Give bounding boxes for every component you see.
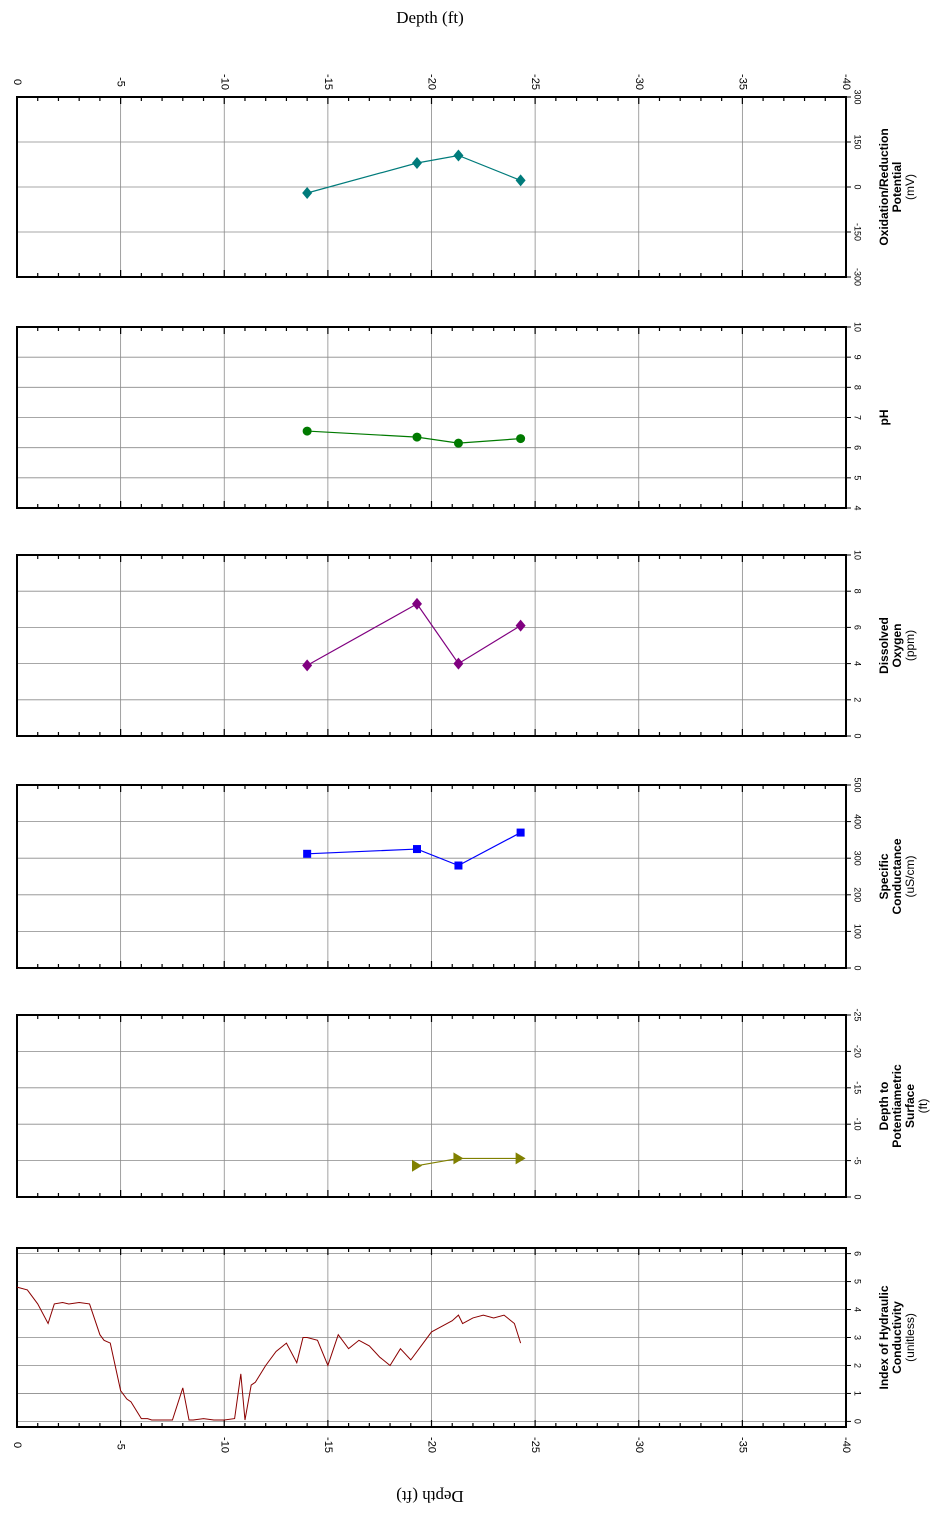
panel-label: (ppm) <box>903 630 917 661</box>
value-tick-label: 4 <box>853 661 863 666</box>
value-tick-label: -25 <box>853 1008 863 1021</box>
value-tick-label: 2 <box>853 697 863 702</box>
data-point <box>453 149 464 162</box>
value-tick-label: 0 <box>853 1419 863 1424</box>
panel-label: pH <box>877 410 891 426</box>
value-tick-label: 0 <box>853 184 863 189</box>
depth-tick-label-top: 0 <box>11 79 23 85</box>
depth-tick-label-top: -40 <box>840 74 852 90</box>
panel-label: Oxidation/Reduction <box>877 128 891 245</box>
value-tick-label: 0 <box>853 733 863 738</box>
value-tick-label: 300 <box>853 851 863 866</box>
panel-label: Oxygen <box>890 623 904 667</box>
panel-label: Specific <box>877 853 891 899</box>
depth-tick-label-bottom: -15 <box>322 1437 334 1453</box>
data-point <box>453 438 463 448</box>
data-point <box>411 597 422 610</box>
value-tick-label: 6 <box>853 625 863 630</box>
depth-tick-label-bottom: 0 <box>11 1442 23 1448</box>
series-line <box>306 603 521 666</box>
data-point <box>411 157 422 169</box>
value-tick-label: 0 <box>853 965 863 970</box>
value-tick-label: 6 <box>853 1251 863 1256</box>
value-tick-label: 500 <box>853 777 863 792</box>
value-tick-label: 1 <box>853 1391 863 1396</box>
value-tick-label: 8 <box>853 589 863 594</box>
depth-axis-title-top: Depth (ft) <box>396 8 464 27</box>
data-point <box>454 861 463 870</box>
value-tick-label: 4 <box>853 1307 863 1312</box>
depth-tick-label-bottom: -5 <box>115 1440 127 1450</box>
value-tick-label: 0 <box>853 1194 863 1199</box>
depth-tick-label-bottom: -20 <box>426 1437 438 1453</box>
panel-label: (unitless) <box>903 1313 917 1362</box>
value-tick-label: 3 <box>853 1335 863 1340</box>
panel-label: (uS/cm) <box>903 855 917 897</box>
value-tick-label: -20 <box>853 1045 863 1058</box>
data-point <box>516 828 525 837</box>
series-line <box>16 1286 522 1421</box>
depth-tick-label-top: -35 <box>736 74 748 90</box>
data-point <box>453 1152 464 1165</box>
panel-label: Surface <box>903 1084 917 1128</box>
value-tick-label: 4 <box>853 505 863 510</box>
depth-tick-label-top: -5 <box>115 77 127 87</box>
value-tick-label: -150 <box>853 223 863 241</box>
depth-tick-label-top: -25 <box>529 74 541 90</box>
panel-label: (mV) <box>903 174 917 200</box>
data-point <box>411 1159 422 1172</box>
value-tick-label: 10 <box>853 322 863 332</box>
series-line <box>306 154 521 194</box>
value-tick-label: 300 <box>853 89 863 104</box>
value-tick-label: 5 <box>853 1279 863 1284</box>
panel-label: Potential <box>890 162 904 213</box>
data-point <box>453 657 464 670</box>
value-tick-label: 2 <box>853 1363 863 1368</box>
panel-label: Conductance <box>890 838 904 914</box>
depth-tick-label-top: -20 <box>426 74 438 90</box>
data-point <box>302 426 312 436</box>
value-tick-label: 9 <box>853 355 863 360</box>
panel-label: Conductivity <box>890 1301 904 1374</box>
depth-tick-label-bottom: -40 <box>840 1437 852 1453</box>
depth-tick-label-bottom: -10 <box>218 1437 230 1453</box>
value-tick-label: 150 <box>853 134 863 149</box>
data-point <box>302 659 313 672</box>
data-point <box>515 1152 526 1165</box>
depth-tick-label-bottom: -35 <box>736 1437 748 1453</box>
depth-tick-label-top: -15 <box>322 74 334 90</box>
value-tick-label: -15 <box>853 1081 863 1094</box>
data-point <box>412 845 421 854</box>
value-tick-label: 200 <box>853 887 863 902</box>
data-point <box>515 174 526 187</box>
series-line <box>307 430 521 444</box>
value-tick-label: 10 <box>853 550 863 560</box>
value-tick-label: -300 <box>853 268 863 286</box>
panel-label: Potentiametric <box>890 1064 904 1148</box>
panel-label: Depth to <box>877 1082 891 1131</box>
depth-tick-label-top: -10 <box>218 74 230 90</box>
panel-label: Dissolved <box>877 617 891 674</box>
value-tick-label: 400 <box>853 814 863 829</box>
data-point <box>516 434 526 444</box>
data-point <box>515 619 526 632</box>
panel-label: (ft) <box>916 1099 930 1114</box>
value-tick-label: -10 <box>853 1118 863 1131</box>
depth-tick-label-bottom: -25 <box>529 1437 541 1453</box>
value-tick-label: 6 <box>853 445 863 450</box>
value-tick-label: 8 <box>853 385 863 390</box>
series-line <box>307 832 521 867</box>
depth-tick-label-bottom: -30 <box>633 1437 645 1453</box>
panel-label: Index of Hydraulic <box>877 1285 891 1389</box>
depth-tick-label-top: -30 <box>633 74 645 90</box>
value-tick-label: -5 <box>853 1157 863 1165</box>
data-point <box>302 187 313 199</box>
data-point <box>412 432 422 442</box>
value-tick-label: 7 <box>853 415 863 420</box>
series-line <box>416 1157 521 1167</box>
value-tick-label: 5 <box>853 475 863 480</box>
value-tick-label: 100 <box>853 924 863 939</box>
data-point <box>303 849 312 858</box>
